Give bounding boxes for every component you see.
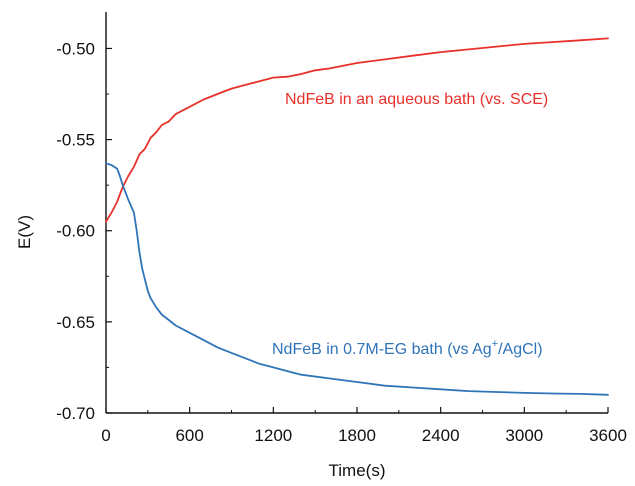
x-tick-label: 1800 bbox=[338, 426, 376, 445]
x-axis-ticks: 0 600 1200 1800 2400 3000 3600 bbox=[101, 407, 627, 445]
annotation-aqueous-bath: NdFeB in an aqueous bath (vs. SCE) bbox=[285, 91, 548, 108]
y-axis-ticks: -0.70 -0.65 -0.60 -0.55 -0.50 bbox=[56, 39, 112, 423]
x-tick-label: 3000 bbox=[505, 426, 543, 445]
series-layer bbox=[105, 37, 609, 396]
annotation-eg-bath-post: /AgCl) bbox=[498, 341, 542, 358]
x-axis-title: Time(s) bbox=[329, 461, 386, 480]
x-tick-label: 2400 bbox=[422, 426, 460, 445]
x-tick-label: 600 bbox=[175, 426, 203, 445]
y-tick-label: -0.55 bbox=[56, 131, 95, 150]
x-tick-label: 0 bbox=[101, 426, 110, 445]
y-axis-title: E(V) bbox=[15, 215, 34, 249]
y-tick-label: -0.70 bbox=[56, 404, 95, 423]
y-tick-label: -0.65 bbox=[56, 313, 95, 332]
x-tick-label: 3600 bbox=[589, 426, 627, 445]
annotation-eg-bath-sup: + bbox=[492, 338, 498, 350]
annotation-eg-bath: NdFeB in 0.7M-EG bath (vs Ag+/AgCl) bbox=[272, 338, 543, 358]
series-line-eg-bath bbox=[105, 162, 609, 396]
y-tick-label: -0.50 bbox=[56, 39, 95, 58]
annotation-eg-bath-pre: NdFeB in 0.7M-EG bath (vs Ag bbox=[272, 341, 492, 358]
x-tick-label: 1200 bbox=[254, 426, 292, 445]
series-line-aqueous-bath bbox=[105, 37, 609, 223]
y-tick-label: -0.60 bbox=[56, 222, 95, 241]
